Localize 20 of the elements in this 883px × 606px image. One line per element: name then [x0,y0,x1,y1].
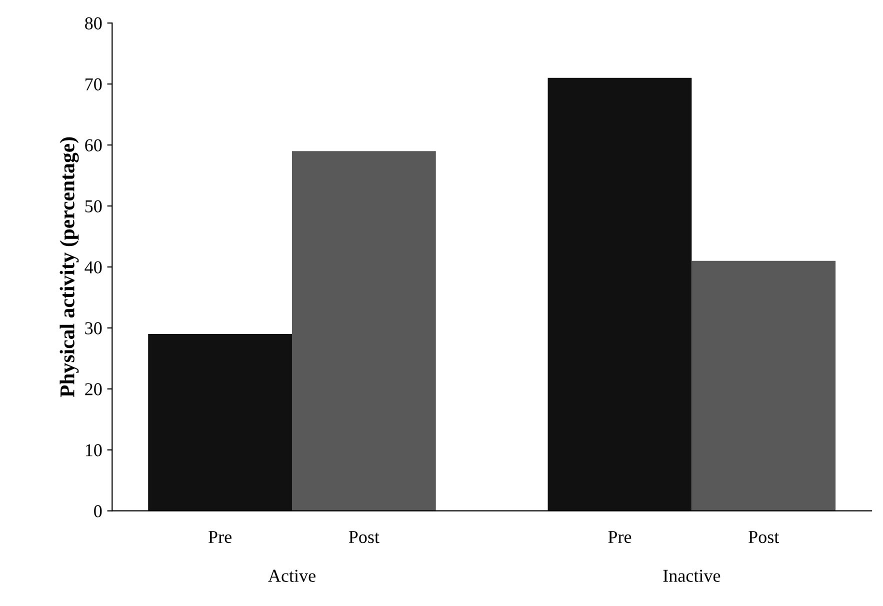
y-tick-label: 70 [86,78,102,90]
y-tick-label: 30 [85,322,102,334]
x-tick-label: Active [268,570,316,582]
y-tick-label: 60 [85,139,102,152]
text: Post [748,531,780,544]
y-tick-label: 50 [85,200,102,212]
series-label: Pre [208,531,232,544]
text: Pre [608,531,632,544]
y-tick-label: 20 [85,383,102,396]
x-tick-label: Inactive [663,570,720,582]
bar [148,334,292,511]
bar [692,260,836,511]
y-tick-label: 10 [86,444,102,456]
y-tick-label: 80 [85,17,102,30]
series-label: Post [348,531,380,544]
y-tick-label: 40 [84,261,102,274]
y-tick-label: 0 [94,505,102,518]
y-axis-title: Physical activity (percentage) [60,137,79,398]
bar [548,78,692,511]
bar [292,151,436,511]
